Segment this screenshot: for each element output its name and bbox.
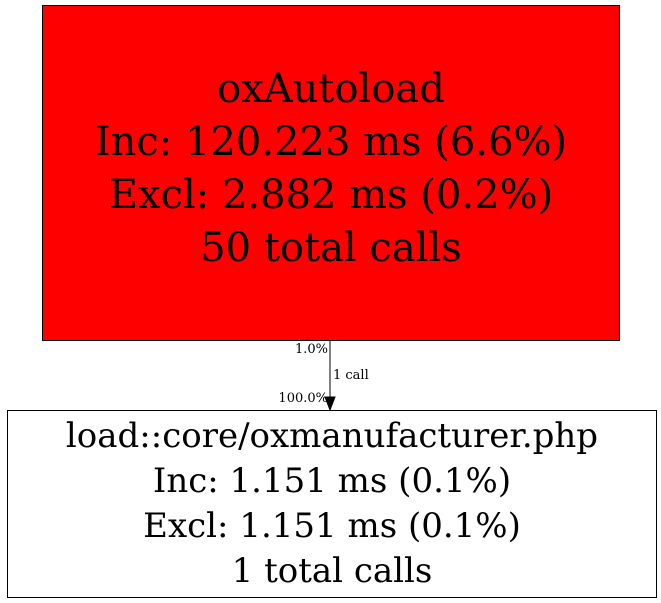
arrowhead-icon: [324, 396, 336, 412]
node-load-oxmanufacturer[interactable]: load::core/oxmanufacturer.php Inc: 1.151…: [7, 410, 657, 598]
edge-head-label: 100.0%: [278, 391, 328, 406]
node-inclusive-time: Inc: 1.151 ms (0.1%): [152, 461, 512, 501]
node-exclusive-time: Excl: 2.882 ms (0.2%): [108, 172, 554, 218]
node-name: oxAutoload: [217, 66, 445, 112]
node-name: load::core/oxmanufacturer.php: [65, 416, 599, 456]
node-exclusive-time: Excl: 1.151 ms (0.1%): [143, 506, 521, 546]
node-inclusive-time: Inc: 120.223 ms (6.6%): [94, 119, 568, 165]
node-total-calls: 50 total calls: [200, 225, 462, 271]
node-total-calls: 1 total calls: [231, 551, 433, 591]
edge-label: 1 call: [333, 368, 369, 383]
edge-tail-label: 1.0%: [294, 342, 328, 357]
node-oxautoload[interactable]: oxAutoload Inc: 120.223 ms (6.6%) Excl: …: [42, 5, 620, 341]
